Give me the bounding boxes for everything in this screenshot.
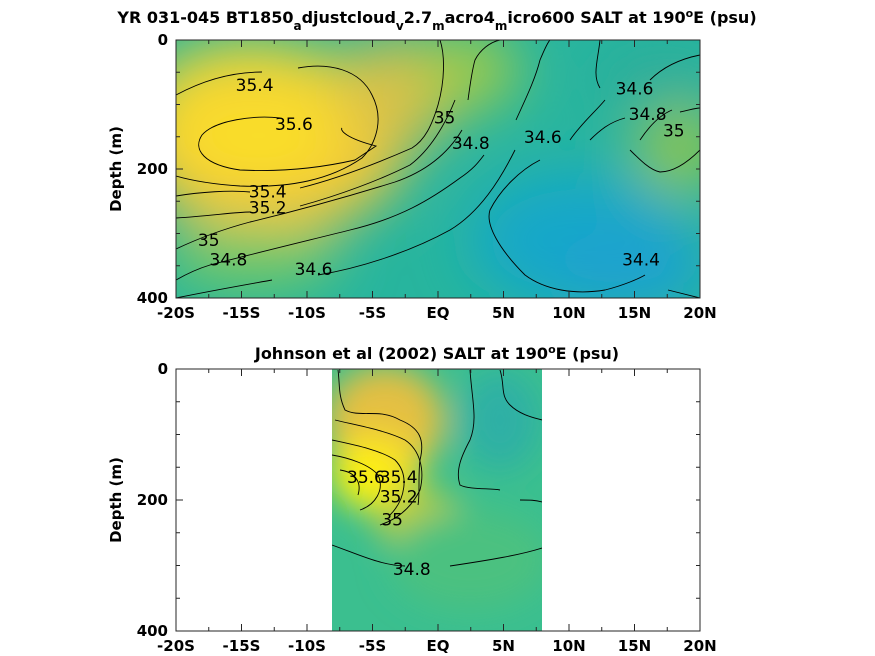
x-tick-label: 10N — [552, 637, 585, 655]
top-contours — [176, 40, 700, 298]
bottom-title: Johnson et al (2002) SALT at 190oE (psu) — [254, 343, 619, 364]
bottom-ticks: -20S -15S -10S -5S EQ 5N 10N 15N 20N 0 200 400 — [137, 360, 717, 655]
contour-b-34-8-a — [332, 544, 542, 567]
contour-b-34-8-b — [337, 369, 423, 506]
contour-label: 35.2 — [380, 488, 418, 508]
x-tick-label: -20S — [157, 304, 195, 322]
x-tick-label: 20N — [683, 304, 716, 322]
x-tick-label: -10S — [288, 637, 326, 655]
contour-label: 35.4 — [249, 183, 287, 203]
x-tick-label: -20S — [157, 637, 195, 655]
contour-b-north-1 — [457, 369, 542, 503]
contour-b-north-2 — [499, 369, 542, 421]
contour-label: 34.8 — [393, 560, 431, 580]
contour-34-4 — [488, 159, 700, 298]
contour-35-2 — [176, 99, 456, 219]
contour-label: 35 — [663, 121, 685, 141]
x-tick-label: -15S — [223, 304, 261, 322]
top-ticks: -20S -15S -10S -5S EQ 5N 10N 15N 20N 0 200 400 — [137, 31, 717, 322]
x-tick-label: -5S — [359, 637, 386, 655]
y-tick-label: 200 — [137, 491, 168, 509]
contour-label: 34.4 — [622, 250, 660, 270]
y-tick-label: 0 — [158, 31, 168, 49]
contour-label: 34.6 — [524, 128, 562, 148]
bottom-salinity-field — [332, 369, 542, 631]
contour-34-6-north — [595, 40, 700, 89]
contour-label: 35.4 — [236, 76, 274, 96]
contour-b-35 — [334, 419, 423, 526]
y-tick-label: 400 — [137, 289, 168, 307]
x-tick-label: 5N — [492, 304, 515, 322]
x-tick-label: 15N — [618, 637, 651, 655]
contour-label: 35.6 — [347, 468, 385, 488]
contour-35 — [176, 40, 501, 250]
contour-label: 35 — [381, 511, 403, 531]
contour-label: 35 — [198, 231, 220, 251]
top-salinity-field — [176, 40, 700, 298]
x-tick-label: -15S — [223, 637, 261, 655]
x-tick-label: 5N — [492, 637, 515, 655]
contour-b-35-6 — [339, 469, 360, 496]
contour-label: 35.2 — [249, 199, 287, 219]
x-tick-label: 10N — [552, 304, 585, 322]
bottom-panel: Johnson et al (2002) SALT at 190oE (psu) — [107, 343, 717, 656]
contour-34-6-south — [176, 99, 606, 298]
x-tick-label: -5S — [359, 304, 386, 322]
top-y-label: Depth (m) — [107, 126, 125, 212]
x-tick-label: EQ — [427, 304, 450, 322]
x-tick-label: -10S — [288, 304, 326, 322]
contour-label: 35 — [434, 108, 456, 128]
x-tick-label: EQ — [427, 637, 450, 655]
contour-35-4-upper — [176, 65, 379, 187]
x-tick-label: 15N — [618, 304, 651, 322]
contour-34-8-north — [589, 107, 700, 141]
top-panel: YR 031-045 BT1850adjustcloudv2.7macro4mi… — [107, 7, 757, 323]
bottom-contour-labels: 34.8 35 35.235.435.6 — [347, 468, 431, 580]
contour-35-6 — [198, 116, 378, 171]
contour-b-35-2 — [332, 439, 405, 516]
y-tick-label: 400 — [137, 622, 168, 640]
y-tick-label: 200 — [137, 160, 168, 178]
contour-label: 34.6 — [295, 260, 333, 280]
contour-label: 35.6 — [275, 115, 313, 135]
contour-b-35-4 — [332, 454, 381, 511]
contour-label: 34.8 — [452, 134, 490, 154]
top-title: YR 031-045 BT1850adjustcloudv2.7macro4mi… — [116, 7, 756, 34]
contour-label: 34.8 — [629, 105, 667, 125]
contour-35-north — [629, 109, 700, 173]
contour-label: 34.8 — [209, 250, 247, 270]
contour-34-8 — [176, 40, 551, 281]
bottom-y-label: Depth (m) — [107, 457, 125, 543]
y-tick-label: 0 — [158, 360, 168, 378]
contour-label: 34.6 — [616, 79, 654, 99]
bottom-contours — [332, 369, 542, 567]
contour-35-4-lower — [176, 40, 444, 197]
contour-label: 35.4 — [380, 468, 418, 488]
x-tick-label: 20N — [683, 637, 716, 655]
